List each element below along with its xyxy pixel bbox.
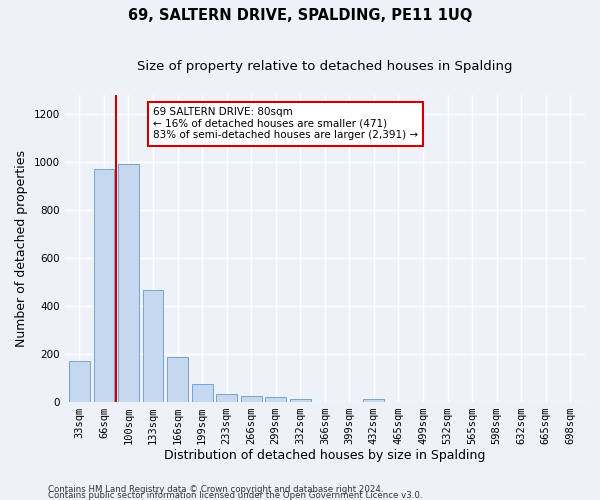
Bar bbox=[143, 290, 163, 402]
Bar bbox=[290, 398, 311, 402]
Text: 69, SALTERN DRIVE, SPALDING, PE11 1UQ: 69, SALTERN DRIVE, SPALDING, PE11 1UQ bbox=[128, 8, 472, 22]
Bar bbox=[69, 361, 90, 402]
Bar bbox=[167, 358, 188, 402]
Bar bbox=[94, 170, 115, 402]
Title: Size of property relative to detached houses in Spalding: Size of property relative to detached ho… bbox=[137, 60, 512, 73]
Bar bbox=[118, 164, 139, 402]
X-axis label: Distribution of detached houses by size in Spalding: Distribution of detached houses by size … bbox=[164, 450, 485, 462]
Text: Contains HM Land Registry data © Crown copyright and database right 2024.: Contains HM Land Registry data © Crown c… bbox=[48, 486, 383, 494]
Bar bbox=[364, 398, 385, 402]
Text: 69 SALTERN DRIVE: 80sqm
← 16% of detached houses are smaller (471)
83% of semi-d: 69 SALTERN DRIVE: 80sqm ← 16% of detache… bbox=[153, 108, 418, 140]
Bar bbox=[191, 384, 212, 402]
Bar bbox=[216, 394, 237, 402]
Bar bbox=[265, 397, 286, 402]
Y-axis label: Number of detached properties: Number of detached properties bbox=[15, 150, 28, 347]
Bar bbox=[241, 396, 262, 402]
Text: Contains public sector information licensed under the Open Government Licence v3: Contains public sector information licen… bbox=[48, 491, 422, 500]
